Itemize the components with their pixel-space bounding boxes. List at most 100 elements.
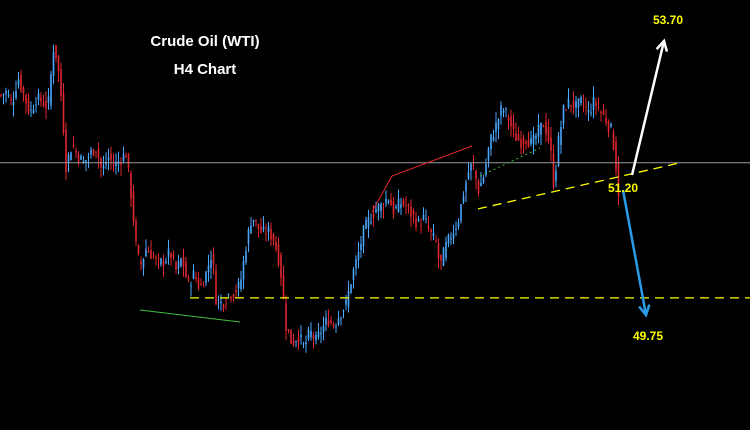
candle-body: [582, 104, 585, 106]
candle-body: [102, 166, 105, 168]
candle-body: [407, 204, 410, 206]
candle-body: [30, 109, 32, 111]
candle-body: [195, 276, 197, 279]
candle-body: [610, 123, 612, 127]
candle-body: [537, 124, 540, 137]
candle-body: [90, 149, 92, 155]
candle-body: [85, 160, 87, 163]
candle-body: [477, 180, 480, 193]
candle-body: [462, 196, 465, 203]
candle-body: [292, 340, 295, 346]
candle-body: [112, 164, 115, 166]
candle-body: [95, 151, 97, 153]
candle-body: [277, 244, 280, 265]
candle-body: [535, 135, 537, 139]
candle-body: [235, 289, 237, 293]
candle-body: [157, 257, 160, 259]
candle-body: [340, 317, 342, 319]
candle-body: [505, 108, 507, 110]
candle-body: [532, 134, 535, 145]
candle-body: [492, 137, 495, 141]
candle-body: [612, 132, 615, 150]
candle-body: [572, 100, 575, 108]
red-wedge-line: [371, 145, 473, 213]
candle-body: [210, 259, 212, 268]
candle-body: [187, 277, 190, 280]
candle-body: [567, 98, 570, 108]
candle-body: [42, 102, 45, 107]
candle-body: [72, 145, 75, 147]
candle-body: [330, 320, 332, 323]
candle-body: [232, 294, 235, 298]
candle-body: [357, 251, 360, 261]
candle-body: [300, 334, 302, 338]
candle-body: [427, 225, 430, 229]
candle-body: [40, 97, 42, 102]
candle-body: [500, 105, 502, 116]
candle-body: [350, 284, 352, 293]
candle-body: [272, 234, 275, 241]
candle-body: [467, 172, 470, 179]
candle-body: [250, 225, 252, 234]
candle-body: [422, 214, 425, 220]
candle-body: [517, 134, 520, 141]
candle-body: [67, 154, 70, 164]
candle-body: [297, 337, 300, 343]
candle-body: [555, 170, 557, 182]
candle-body: [115, 161, 117, 166]
candle-body: [217, 298, 220, 300]
candle-body: [515, 133, 517, 141]
candle-body: [355, 259, 357, 269]
candle-body: [617, 162, 620, 197]
ascending-trendline: [477, 162, 681, 210]
candle-body: [425, 218, 427, 220]
candle-body: [270, 228, 272, 240]
candle-body: [395, 206, 397, 208]
candle-body: [152, 255, 155, 257]
candle-body: [580, 96, 582, 104]
candle-body: [525, 141, 527, 144]
candle-body: [185, 262, 187, 278]
candle-body: [372, 214, 375, 218]
candle-body: [585, 106, 587, 108]
candle-body: [367, 217, 370, 228]
candle-body: [240, 279, 242, 289]
candle-body: [140, 261, 142, 265]
candle-body: [142, 258, 145, 268]
candle-body: [120, 162, 122, 165]
candle-body: [590, 112, 592, 114]
candle-body: [307, 329, 310, 339]
candle-body: [345, 299, 347, 305]
candle-body: [215, 270, 217, 305]
candle-body: [465, 182, 467, 192]
candle-body: [512, 123, 515, 129]
candle-body: [352, 269, 355, 280]
candle-body: [182, 256, 185, 267]
candle-body: [510, 115, 512, 127]
candle-body: [172, 254, 175, 257]
candle-body: [60, 69, 62, 96]
candle-body: [160, 258, 162, 265]
candle-body: [47, 96, 50, 103]
candle-body: [545, 121, 547, 135]
candle-body: [530, 138, 532, 145]
target-up-label: 53.70: [653, 13, 684, 27]
candle-body: [20, 74, 22, 91]
candle-body: [27, 98, 30, 113]
candle-body: [440, 254, 442, 261]
candle-body: [547, 127, 550, 141]
candle-body: [5, 90, 7, 94]
up-arrow-icon: [630, 38, 669, 176]
candle-body: [137, 245, 140, 254]
candle-body: [607, 121, 610, 132]
candle-body: [432, 233, 435, 236]
candle-body: [522, 137, 525, 144]
candle-body: [442, 248, 445, 266]
candle-body: [592, 96, 595, 110]
candle-body: [495, 122, 497, 133]
candle-body: [400, 204, 402, 208]
candle-body: [542, 125, 545, 128]
candle-body: [382, 207, 385, 209]
candle-body: [362, 225, 365, 247]
